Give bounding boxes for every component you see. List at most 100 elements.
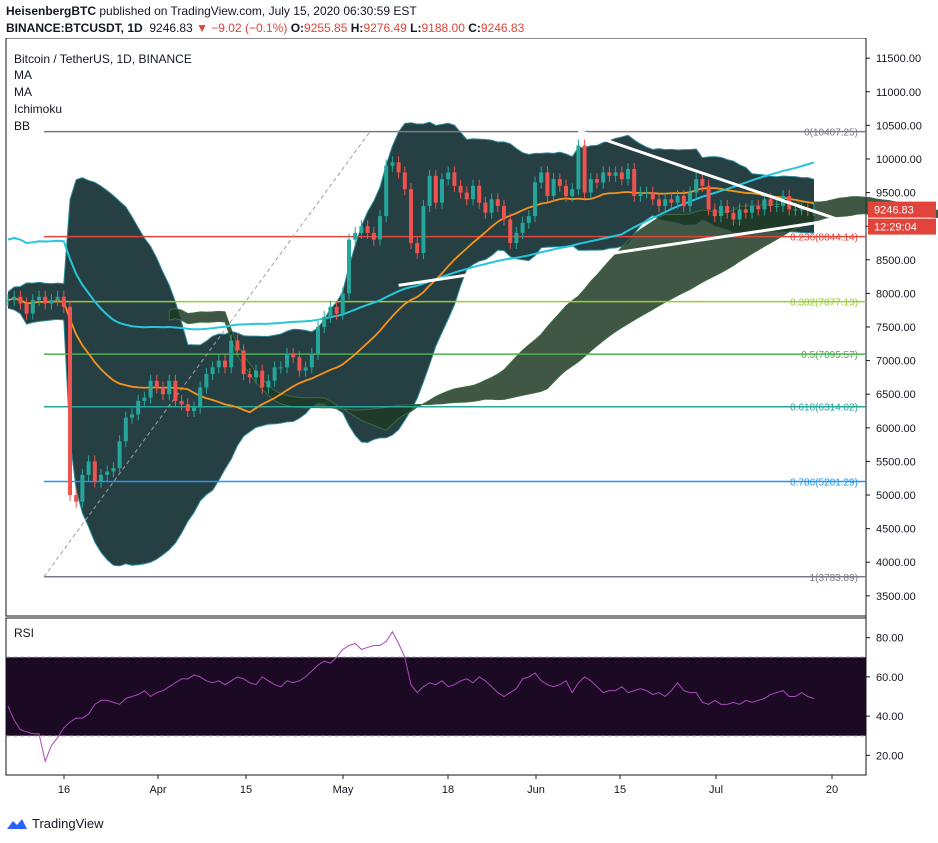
x-tick-label-1: Apr <box>149 784 166 796</box>
ichimoku-cloud <box>168 196 938 431</box>
candle-body <box>657 199 661 207</box>
candle-body <box>365 226 370 233</box>
bollinger-upper-line <box>7 121 815 346</box>
candle-body <box>588 179 593 193</box>
tradingview-logo[interactable]: TradingView <box>6 816 104 831</box>
candle-body <box>402 172 407 190</box>
candle-body <box>173 380 178 401</box>
candle-body <box>700 179 705 186</box>
candle-body <box>681 195 686 207</box>
x-tick-label-7: Jul <box>709 784 723 796</box>
candle-body <box>123 417 128 442</box>
candle-body <box>613 172 618 176</box>
candle-body <box>557 179 562 186</box>
bollinger-band-fill <box>8 122 814 566</box>
candle-body <box>74 495 79 502</box>
legend-ma-1[interactable]: MA <box>14 68 32 82</box>
y-tick-label-12: 5500.00 <box>876 456 916 468</box>
x-tick-label-5: Jun <box>527 784 545 796</box>
candle-body <box>179 400 184 405</box>
candle-body <box>291 353 296 358</box>
fib-label-2: 0.382(7877.13) <box>790 298 858 309</box>
y-tick-label-3: 10000.00 <box>876 154 922 166</box>
low-label: L: <box>410 21 422 35</box>
candle-body <box>148 380 153 398</box>
candle-body <box>297 357 302 371</box>
published-text: published on TradingView.com, July 15, 2… <box>99 4 417 18</box>
candle-body <box>136 400 141 415</box>
candle-body <box>774 206 779 208</box>
candle-body <box>539 172 544 183</box>
open-value: 9255.85 <box>304 21 348 35</box>
candle-body <box>514 232 519 243</box>
candle-body <box>99 474 103 482</box>
candle-body <box>285 353 289 368</box>
candle-body <box>216 360 221 368</box>
symbol-label: BINANCE:BTCUSDT, 1D <box>6 21 143 35</box>
price-chart[interactable]: 0(10407.25) 0.236(8844.14) 0.382(7877.13) 0… <box>0 38 938 808</box>
candle-body <box>384 165 389 217</box>
candle-body <box>669 199 674 203</box>
candle-body <box>644 192 649 194</box>
candle-body <box>303 367 308 371</box>
high-value: 9276.49 <box>363 21 407 35</box>
candle-body <box>353 232 358 240</box>
candle-body <box>272 367 277 381</box>
candle-body <box>266 380 271 388</box>
x-tick-label-6: 15 <box>614 784 626 796</box>
candle-body <box>545 172 550 196</box>
candle-body <box>508 219 513 243</box>
candle-body <box>130 414 134 418</box>
y-tick-label-1: 11000.00 <box>876 87 921 99</box>
rsi-tick-label-0: 80.00 <box>876 633 904 645</box>
triangle-lower-line <box>398 217 839 287</box>
candle-body <box>533 182 537 217</box>
y-tick-label-0: 11500.00 <box>876 53 921 65</box>
triangle-apex-line <box>797 205 839 221</box>
candle-body <box>706 185 711 210</box>
legend-bb[interactable]: BB <box>14 119 31 133</box>
candle-body <box>6 300 10 302</box>
fib-label-5: 0.786(5201.29) <box>790 477 858 488</box>
candle-body <box>86 461 91 475</box>
candle-body <box>167 380 172 395</box>
candle-body <box>502 206 506 220</box>
candle-body <box>737 209 742 220</box>
countdown-text: 12:29:04 <box>874 222 917 234</box>
candle-body <box>18 296 23 304</box>
candle-body <box>92 461 97 482</box>
ma-orange-line <box>7 187 815 414</box>
legend-ichimoku[interactable]: Ichimoku <box>14 102 63 116</box>
candle-body <box>378 216 382 240</box>
candle-body <box>117 441 122 469</box>
y-tick-label-2: 10500.00 <box>876 120 922 132</box>
x-tick-label-4: 18 <box>442 784 454 796</box>
rsi-line <box>7 630 815 763</box>
candle-body <box>675 195 680 203</box>
rsi-label[interactable]: RSI <box>14 626 35 640</box>
candle-body <box>371 232 376 240</box>
candle-body <box>421 206 426 254</box>
candle-body <box>105 471 110 475</box>
candle-body <box>49 300 54 304</box>
candle-body <box>142 397 147 401</box>
candle-body <box>192 407 196 412</box>
candle-body <box>322 316 327 327</box>
high-label: H: <box>350 21 364 35</box>
candle-body <box>12 296 17 301</box>
candle-body <box>61 296 66 307</box>
brand-name: TradingView <box>32 816 104 831</box>
candle-body <box>185 404 190 412</box>
legend-ma-2[interactable]: MA <box>14 85 32 99</box>
candle-body <box>198 387 203 408</box>
candle-body <box>619 172 624 180</box>
candle-body <box>520 222 525 233</box>
author-name[interactable]: HeisenbergBTC <box>6 4 97 18</box>
candle-body <box>247 374 252 378</box>
candle-body <box>768 199 773 207</box>
candle-body <box>458 185 463 193</box>
open-label: O: <box>290 21 305 35</box>
candle-body <box>719 206 723 217</box>
candle-body <box>799 209 804 211</box>
candle-body <box>464 192 469 200</box>
